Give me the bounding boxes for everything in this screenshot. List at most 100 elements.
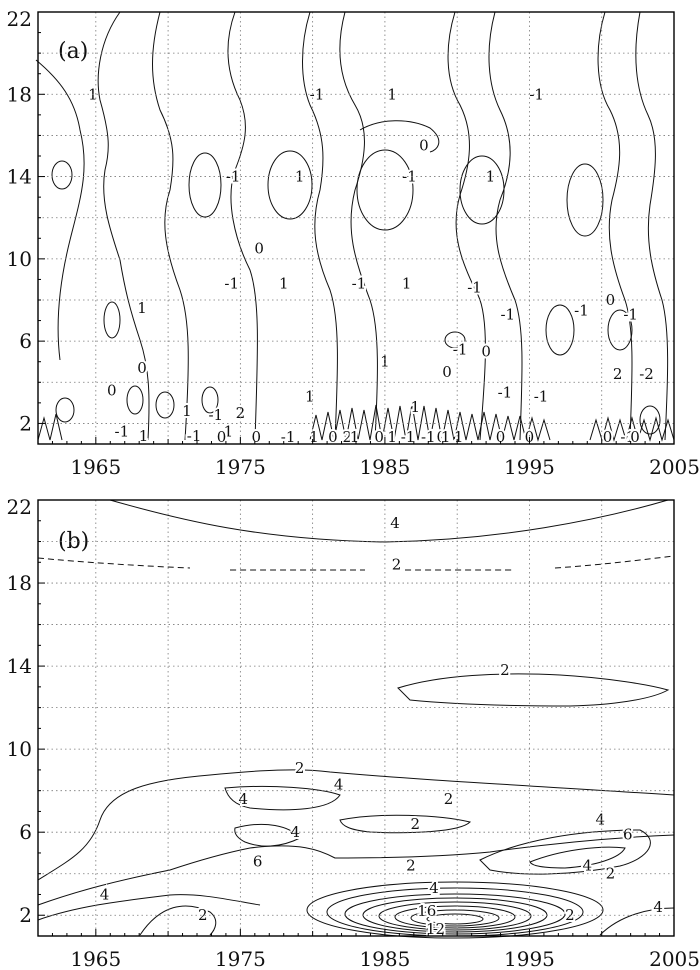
contour-value-label: 0 bbox=[603, 428, 613, 446]
contour-cell bbox=[356, 149, 414, 231]
contour-line bbox=[37, 413, 675, 442]
contour-line bbox=[139, 905, 217, 936]
contour-cell bbox=[426, 913, 484, 925]
x-tick-label: 1975 bbox=[215, 455, 266, 479]
contour-value-label: 1 bbox=[387, 428, 397, 446]
contour-line bbox=[37, 894, 261, 921]
contour-value-label: 4 bbox=[100, 885, 110, 903]
contour-line bbox=[339, 814, 471, 834]
contour-value-label: 1 bbox=[387, 85, 397, 103]
contour-value-label: -1 bbox=[498, 384, 513, 402]
contour-cell bbox=[566, 163, 604, 237]
panel-a: (a) bbox=[35, 11, 675, 448]
contour-value-label: 0 bbox=[374, 428, 384, 446]
contour-line bbox=[479, 829, 651, 875]
contour-value-label: 16 bbox=[417, 902, 436, 920]
contour-value-label: 2 bbox=[343, 428, 353, 446]
contour-value-label: 1 bbox=[486, 168, 496, 186]
contour-value-label: 0 bbox=[442, 363, 452, 381]
contour-value-label: 1 bbox=[182, 402, 192, 420]
y-tick-label: 6 bbox=[19, 329, 32, 353]
contour-value-label: 2 bbox=[500, 661, 510, 679]
y-tick-label: 14 bbox=[7, 654, 32, 678]
contour-value-label: -1 bbox=[421, 428, 436, 446]
contour-value-label: -1 bbox=[402, 168, 417, 186]
contour-value-label: 4 bbox=[334, 775, 344, 793]
panel-b-contours bbox=[37, 499, 675, 939]
contour-cell bbox=[545, 304, 575, 356]
contour-value-label: 0 bbox=[496, 428, 506, 446]
contour-value-label: -1 bbox=[620, 428, 635, 446]
contour-value-label: 1 bbox=[137, 299, 147, 317]
y-tick-label: 14 bbox=[7, 165, 32, 189]
contour-value-label: 0 bbox=[107, 382, 117, 400]
contour-value-label: 4 bbox=[653, 898, 663, 916]
y-tick-label: 2 bbox=[19, 411, 32, 435]
panel-a-contour-labels: 1 -1 1 -10-1 1 -1 10-1 1 -1 1 -101 -1 -1-1-1 010 0 2 -20… bbox=[86, 83, 656, 448]
y-tick-label: 6 bbox=[19, 820, 32, 844]
contour-value-label: 1 bbox=[279, 275, 289, 293]
x-tick-label: 1975 bbox=[215, 947, 266, 970]
x-tick-label: 2005 bbox=[649, 455, 700, 479]
contour-cell bbox=[267, 150, 313, 220]
contour-cell bbox=[51, 160, 73, 190]
contour-value-label: 0 bbox=[630, 428, 640, 446]
contour-line bbox=[234, 823, 301, 847]
contour-line bbox=[227, 11, 258, 441]
contour-value-label: -1 bbox=[453, 340, 468, 358]
contour-value-label: -1 bbox=[529, 85, 544, 103]
contour-line bbox=[599, 907, 675, 936]
x-tick-label: 1985 bbox=[359, 947, 410, 970]
contour-cell bbox=[607, 309, 633, 351]
contour-value-label: 2 bbox=[392, 555, 402, 573]
contour-value-label: 1 bbox=[139, 427, 149, 445]
contour-value-label: 6 bbox=[623, 825, 633, 843]
contour-cell bbox=[326, 887, 584, 937]
contour-value-label: 0 bbox=[254, 240, 264, 258]
contour-cell bbox=[394, 905, 516, 929]
contour-value-label: 2 bbox=[444, 790, 454, 808]
contour-cell bbox=[188, 152, 222, 218]
contour-value-label: 1 bbox=[309, 428, 319, 446]
y-tick-label: 18 bbox=[7, 571, 32, 595]
contour-line bbox=[635, 11, 669, 441]
contour-line bbox=[152, 11, 189, 441]
contour-line bbox=[37, 555, 675, 571]
y-tick-label: 10 bbox=[7, 737, 32, 761]
contour-cell bbox=[155, 391, 175, 419]
y-tick-label: 22 bbox=[7, 495, 32, 519]
contour-line bbox=[488, 11, 523, 441]
contour-value-label: -1 bbox=[401, 428, 416, 446]
contour-line bbox=[597, 11, 633, 441]
contour-cell bbox=[378, 901, 532, 931]
contour-cell bbox=[459, 155, 505, 225]
contour-line bbox=[97, 11, 150, 441]
panel-a-label: (a) bbox=[58, 39, 88, 64]
contour-value-label: -2 bbox=[639, 365, 654, 383]
contour-value-label: 0 bbox=[217, 428, 227, 446]
contour-line bbox=[224, 785, 341, 811]
contour-value-label: -1 bbox=[219, 423, 234, 441]
plot-frame-a bbox=[37, 11, 675, 445]
contour-value-label: 4 bbox=[596, 811, 606, 829]
contour-line bbox=[37, 769, 675, 881]
contour-cell bbox=[126, 385, 144, 415]
contour-value-label: 6 bbox=[253, 852, 263, 870]
contour-value-label: 0 bbox=[437, 428, 447, 446]
contour-value-label: -1 bbox=[115, 423, 130, 441]
x-tick-label: 1965 bbox=[70, 947, 121, 970]
contour-line bbox=[359, 120, 440, 153]
x-tick-label: 1995 bbox=[504, 455, 555, 479]
contour-value-label: -1 bbox=[623, 305, 638, 323]
contour-value-label: -1 bbox=[226, 168, 241, 186]
contour-line bbox=[309, 403, 551, 442]
contour-value-label: 0 bbox=[481, 342, 491, 360]
contour-value-label: -1 bbox=[281, 428, 296, 446]
contour-value-label: 0 bbox=[137, 359, 147, 377]
contour-value-label: 2 bbox=[410, 815, 420, 833]
y-tick-label: 10 bbox=[7, 247, 32, 271]
contour-value-label: 1 bbox=[402, 275, 412, 293]
y-tick-label: 22 bbox=[7, 7, 32, 31]
contour-value-label: 0 bbox=[328, 428, 338, 446]
